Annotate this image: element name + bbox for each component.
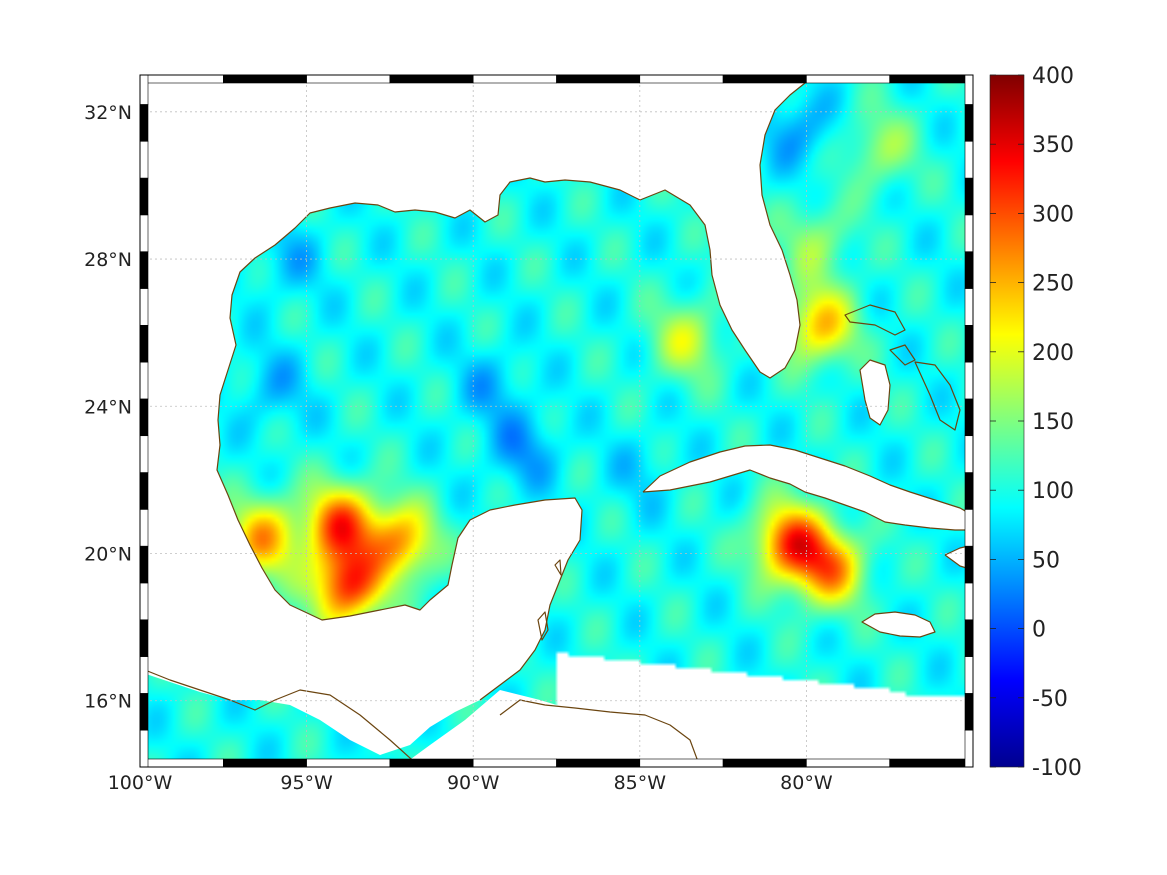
yucatan-islands-coastline — [537, 559, 562, 641]
frame-segment-top — [889, 74, 974, 84]
frame-segment-left — [139, 398, 149, 437]
colorbar-tick-label: 400 — [1032, 64, 1074, 89]
frame-segment-bottom — [556, 758, 641, 768]
frame-segment-right — [964, 693, 974, 731]
frame-segment-left — [139, 361, 149, 400]
frame-segment-left — [139, 288, 149, 326]
frame-segment-left — [139, 582, 149, 621]
colorbar-tick-labels: 400 350 300 250 200 150 100 50 0 -50 -100 — [990, 64, 1082, 781]
central-america-landmass — [400, 690, 715, 767]
frame-segment-bottom — [389, 758, 474, 768]
frame-segment-left — [139, 545, 149, 584]
frame-segment-bottom — [639, 758, 724, 768]
frame-segment-left — [139, 251, 149, 289]
frame-segment-right — [964, 214, 974, 252]
colorbar-tick-label: 300 — [1032, 202, 1074, 227]
frame-segment-top — [306, 74, 391, 84]
frame-segment-bottom — [472, 758, 557, 768]
jamaica-coastline — [861, 611, 936, 638]
jamaica-island — [862, 612, 935, 637]
frame-segment-right — [964, 656, 974, 694]
frame-outline — [139, 74, 974, 768]
north-america-landmass — [140, 75, 815, 755]
x-tick-labels: 100°W 95°W 90°W 85°W 80°W — [108, 772, 833, 794]
frame-segment-right — [964, 74, 974, 105]
frame-segment-right — [964, 324, 974, 363]
x-tick-label: 90°W — [447, 772, 500, 794]
frame-segment-left — [139, 693, 149, 731]
grid-layer — [140, 75, 973, 767]
pacific-coastline — [140, 667, 421, 767]
frame-segment-bottom — [806, 758, 891, 768]
frame-segment-top — [806, 74, 891, 84]
frame-segment-top — [722, 74, 807, 84]
frame-segment-bottom — [722, 758, 807, 768]
colorbar-tick-label: -100 — [1032, 756, 1082, 781]
colorbar-tick-label: 100 — [1032, 479, 1074, 504]
frame-segment-left — [139, 104, 149, 142]
frame-segment-right — [964, 435, 974, 473]
x-tick-label: 100°W — [108, 772, 173, 794]
frame-segment-bottom — [223, 758, 307, 768]
frame-segment-right — [964, 140, 974, 179]
frame-segment-left — [139, 656, 149, 694]
frame-segment-right — [964, 398, 974, 437]
colorbar-tick-label: 250 — [1032, 272, 1074, 297]
frame-segment-left — [139, 74, 149, 105]
cuba-coastline — [642, 444, 973, 531]
frame-segment-left — [139, 472, 149, 510]
y-tick-label: 24°N — [84, 396, 132, 418]
frame-segment-top — [389, 74, 474, 84]
frame-segment-right — [964, 619, 974, 657]
frame-segment-left — [139, 435, 149, 473]
colorbar-tick-label: 0 — [1032, 618, 1046, 643]
frame-segment-left — [139, 729, 149, 768]
y-tick-label: 28°N — [84, 249, 132, 271]
frame-segment-bottom — [306, 758, 391, 768]
frame-segment-bottom — [889, 758, 974, 768]
frame-segment-top — [639, 74, 724, 84]
frame-segment-right — [964, 545, 974, 584]
frame-segment-right — [964, 729, 974, 768]
frame-segment-left — [139, 619, 149, 657]
frame-segment-right — [964, 509, 974, 547]
coastline-layer — [140, 75, 973, 767]
y-tick-label: 20°N — [84, 544, 132, 566]
frame-segment-left — [139, 324, 149, 363]
frame-segment-right — [964, 177, 974, 216]
frame-segment-right — [964, 472, 974, 510]
frame-segment-bottom — [139, 758, 224, 768]
north-america-coastline — [216, 75, 816, 701]
colorbar-tick-label: 200 — [1032, 341, 1074, 366]
y-tick-label: 32°N — [84, 102, 132, 124]
frame-segment-right — [964, 361, 974, 400]
frame-segment-right — [964, 582, 974, 621]
frame-segment-right — [964, 288, 974, 326]
x-tick-label: 85°W — [614, 772, 667, 794]
x-tick-label: 80°W — [780, 772, 833, 794]
y-tick-label: 16°N — [84, 691, 132, 713]
bahamas-coastline — [844, 304, 961, 431]
colorbar-tick-label: 150 — [1032, 410, 1074, 435]
frame-segment-right — [964, 104, 974, 142]
map-frame — [139, 74, 974, 768]
x-tick-label: 95°W — [280, 772, 333, 794]
frame-segment-top — [556, 74, 641, 84]
y-tick-labels: 32°N 28°N 24°N 20°N 16°N — [84, 102, 132, 713]
frame-segment-right — [964, 251, 974, 289]
frame-segment-left — [139, 177, 149, 216]
colorbar: 400 350 300 250 200 150 100 50 0 -50 -100 — [989, 64, 1082, 781]
cuba-island — [643, 445, 972, 530]
colorbar-tick-label: 350 — [1032, 133, 1074, 158]
honduras-coastline — [499, 699, 701, 767]
colorbar-tick-label: -50 — [1032, 687, 1068, 712]
frame-segment-top — [223, 74, 307, 84]
colorbar-tick-label: 50 — [1032, 548, 1060, 573]
frame-segment-left — [139, 509, 149, 547]
frame-segment-top — [472, 74, 557, 84]
frame-segment-left — [139, 214, 149, 252]
frame-segment-left — [139, 140, 149, 179]
frame-segment-top — [139, 74, 224, 84]
